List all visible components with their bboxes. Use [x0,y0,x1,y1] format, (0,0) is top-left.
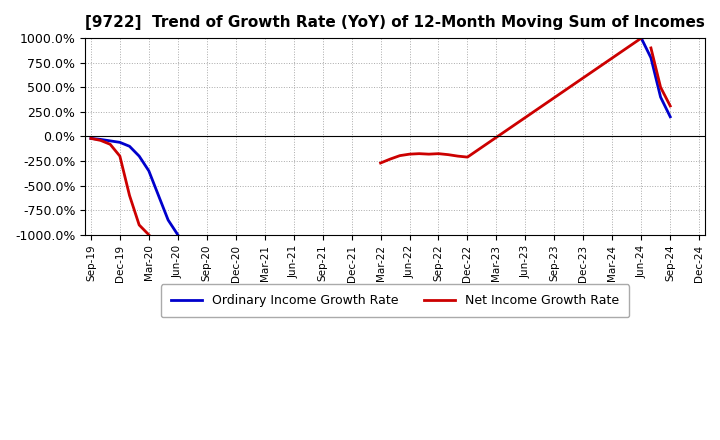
Net Income Growth Rate [86,136,95,141]
Net Income Growth Rate [96,138,105,143]
Ordinary Income Growth Rate [145,168,153,173]
Ordinary Income Growth Rate [125,143,134,149]
Line: Ordinary Income Growth Rate: Ordinary Income Growth Rate [91,139,178,235]
Ordinary Income Growth Rate [86,136,95,141]
Title: [9722]  Trend of Growth Rate (YoY) of 12-Month Moving Sum of Incomes: [9722] Trend of Growth Rate (YoY) of 12-… [85,15,705,30]
Legend: Ordinary Income Growth Rate, Net Income Growth Rate: Ordinary Income Growth Rate, Net Income … [161,284,629,317]
Net Income Growth Rate [135,222,143,227]
Net Income Growth Rate [145,232,153,238]
Ordinary Income Growth Rate [164,217,173,223]
Ordinary Income Growth Rate [106,138,114,143]
Net Income Growth Rate [106,142,114,147]
Ordinary Income Growth Rate [96,137,105,142]
Ordinary Income Growth Rate [115,140,124,145]
Net Income Growth Rate [115,154,124,159]
Ordinary Income Growth Rate [135,154,143,159]
Ordinary Income Growth Rate [154,193,163,198]
Net Income Growth Rate [125,193,134,198]
Ordinary Income Growth Rate [174,232,182,238]
Line: Net Income Growth Rate: Net Income Growth Rate [91,139,149,235]
